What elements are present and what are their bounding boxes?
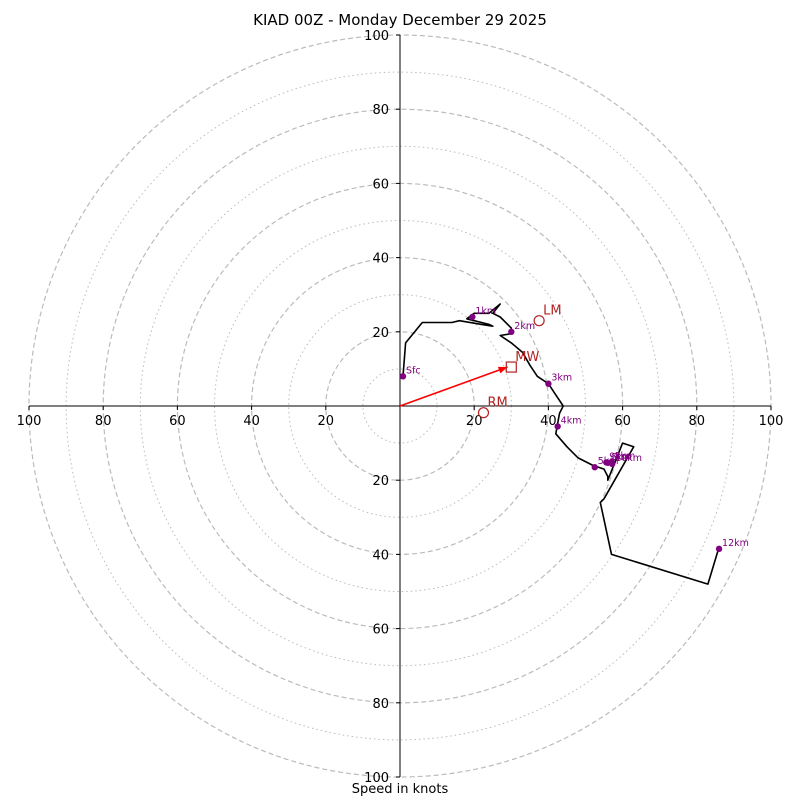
level-point-sfc bbox=[399, 373, 407, 380]
level-label-8km: 8km bbox=[614, 451, 635, 462]
x-tick-label: 60 bbox=[169, 414, 186, 429]
storm-marker-lm bbox=[533, 315, 545, 327]
y-tick-label: 20 bbox=[372, 326, 389, 341]
level-label-12km: 12km bbox=[722, 538, 749, 549]
storm-marker-label-rm: RM bbox=[487, 396, 507, 411]
x-tick-label: 40 bbox=[243, 414, 260, 429]
storm-marker-rm bbox=[477, 407, 490, 419]
level-label-9km: 9km bbox=[609, 451, 630, 462]
storm-marker-label-lm: LM bbox=[543, 304, 561, 319]
shear-vector-arrowhead bbox=[497, 366, 508, 374]
level-label-2km: 2km bbox=[514, 321, 535, 332]
level-point-10km bbox=[609, 460, 616, 468]
x-tick-label: 100 bbox=[759, 414, 784, 429]
level-point-1km bbox=[469, 313, 476, 321]
y-tick-label: 40 bbox=[372, 252, 389, 267]
level-point-9km bbox=[603, 459, 610, 466]
storm-marker-label-mw: MW bbox=[515, 350, 539, 365]
x-tick-label: 60 bbox=[614, 414, 631, 429]
wind-profile-line bbox=[402, 303, 720, 585]
y-tick-label: 40 bbox=[372, 548, 389, 563]
y-tick-label: 20 bbox=[372, 474, 389, 489]
x-tick-label: 80 bbox=[689, 414, 706, 429]
y-tick-label: 100 bbox=[364, 771, 389, 786]
level-label-4km: 4km bbox=[561, 415, 582, 426]
level-point-2km bbox=[508, 328, 515, 335]
level-label-3km: 3km bbox=[551, 373, 572, 384]
chart-title: KIAD 00Z - Monday December 29 2025 bbox=[253, 11, 547, 29]
x-axis-label: Speed in knots bbox=[351, 782, 449, 797]
level-point-5km bbox=[591, 464, 598, 471]
y-tick-label: 80 bbox=[372, 103, 389, 118]
level-label-6km: 6km bbox=[611, 452, 632, 463]
y-tick-label: 60 bbox=[372, 623, 389, 638]
y-tick-label: 100 bbox=[364, 29, 389, 44]
level-point-4km bbox=[554, 423, 561, 430]
x-tick-label: 100 bbox=[17, 414, 42, 429]
storm-marker-mw bbox=[505, 361, 517, 373]
x-tick-label: 40 bbox=[540, 414, 557, 429]
x-tick-label: 20 bbox=[466, 414, 483, 429]
level-point-3km bbox=[545, 380, 552, 387]
level-label-10km: 10km bbox=[615, 453, 642, 464]
x-tick-label: 80 bbox=[95, 414, 112, 429]
shear-vector-line bbox=[399, 366, 508, 407]
x-tick-label: 20 bbox=[318, 414, 335, 429]
level-label-1km: 1km bbox=[475, 306, 496, 317]
y-tick-label: 80 bbox=[372, 697, 389, 712]
level-point-12km bbox=[715, 545, 723, 553]
level-label-sfc: Sfc bbox=[406, 365, 421, 376]
y-tick-label: 60 bbox=[372, 177, 389, 192]
